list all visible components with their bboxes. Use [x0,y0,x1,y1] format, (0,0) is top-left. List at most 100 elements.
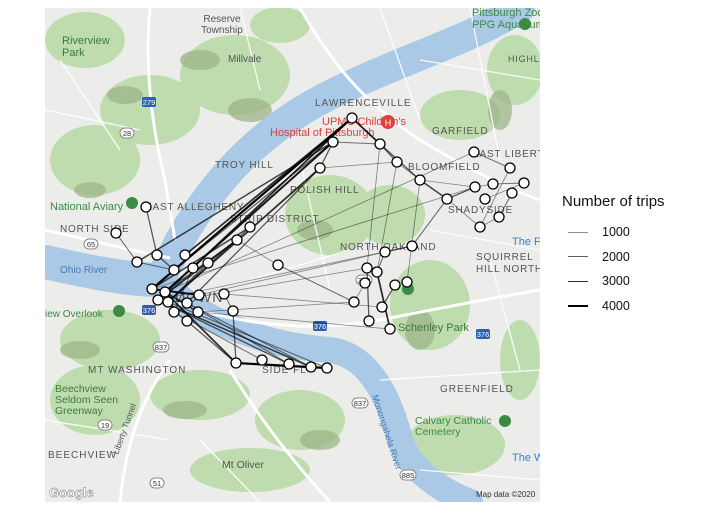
terrain-shading [60,50,512,450]
trip-edge [332,141,381,145]
station-node [187,262,199,274]
svg-text:51: 51 [153,479,161,488]
trip-edge [277,264,355,303]
zoo-marker-icon [519,18,531,30]
map-attribution: Map data ©2020 [476,490,536,499]
trip-edge [164,291,237,364]
trip-edge [366,267,370,322]
trip-edge [406,179,421,283]
trip-edge [419,179,476,188]
trip-edge [186,167,321,304]
station-node [181,297,193,309]
station-node [487,178,499,190]
trip-edge [446,198,481,228]
label-north-side: NORTH SIDE [60,224,130,235]
station-node [506,187,518,199]
station-node [227,305,239,317]
label-east-liberty: EAST LIBERT [472,149,544,160]
station-node [151,249,163,261]
trip-edge [164,239,238,293]
google-logo: Google [49,485,94,500]
station-node [474,221,486,233]
label-millvale: Millvale [228,54,262,65]
legend-label: 1000 [602,225,630,240]
station-node [371,266,383,278]
station-node [493,211,505,223]
trip-edge [115,232,138,263]
station-node [272,259,284,271]
station-node [146,283,158,295]
station-node [376,301,388,313]
station-node [379,246,391,258]
trip-edge [173,267,194,313]
svg-text:65: 65 [87,240,95,249]
monongahela-river [147,267,483,502]
trip-edge [319,161,398,169]
station-node [168,264,180,276]
label-reserve-township: Reserve Township [201,14,243,36]
station-node [244,221,256,233]
station-node [131,256,143,268]
label-beechview-greenway: Beechview Seldom Seen Greenway [55,383,118,417]
shield-279: 279 [142,97,156,107]
legend-label: 2000 [602,249,630,264]
trip-edge [136,261,175,271]
trip-edge [198,251,386,296]
station-node [321,362,333,374]
trip-edge [366,143,381,269]
shield-19: 19 [97,419,113,431]
label-calvary: Calvary Catholic Cemetery [415,415,491,438]
label-highland: HIGHL [508,54,540,64]
shield-51: 51 [149,477,165,489]
svg-text:376: 376 [314,322,327,331]
legend-label: 4000 [602,298,630,313]
legend-item: 3000 [562,269,702,294]
rivers [45,8,535,502]
label-south-side-flats: SIDE FL [262,365,307,376]
trip-edge [145,206,158,256]
label-shadyside: SHADYSIDE [448,205,513,216]
station-node [389,279,401,291]
station-node [361,262,373,274]
label-mt-oliver: Mt Oliver [222,459,265,471]
svg-text:19: 19 [101,421,109,430]
label-lawrenceville: LAWRENCEVILLE [315,98,412,109]
label-mt-washington: MT WASHINGTON [88,365,186,376]
aviary-marker-icon [126,197,138,209]
station-node [374,138,386,150]
svg-text:885: 885 [402,471,415,480]
legend-swatch [568,231,588,233]
overlook-marker-icon [113,305,125,317]
station-node [391,156,403,168]
svg-text:837: 837 [354,399,367,408]
trip-edge [473,151,511,169]
trip-edge [192,117,353,269]
label-zoo: Pittsburgh Zoo & PPG Aquarium [472,7,555,31]
station-nodes [110,112,530,374]
shield-837a: 837 [152,341,170,353]
label-schenley-park: Schenley Park [398,322,469,334]
station-node [152,294,164,306]
station-node [406,240,418,252]
label-beechview: BEECHVIEW [48,450,117,461]
label-polish-hill: POLISH HILL [290,185,359,196]
shield-65: 65 [83,238,99,250]
highways [45,8,540,502]
station-node [346,112,358,124]
shield-28: 28 [119,127,135,139]
hospital-marker-icon: H [381,115,395,129]
station-node [518,177,530,189]
station-node [193,289,205,301]
trip-edge [479,167,511,228]
label-garfield: GARFIELD [432,126,488,137]
svg-text:28: 28 [123,129,131,138]
station-node [401,276,413,288]
station-node [202,257,214,269]
shield-885: 885 [399,469,417,481]
poi-markers: H [113,18,531,427]
shield-837b: 837 [351,397,369,409]
trip-edge [484,182,525,200]
trip-edge [351,117,421,181]
label-bloomfield: BLOOMFIELD [408,162,480,173]
trip-edge [186,302,290,365]
